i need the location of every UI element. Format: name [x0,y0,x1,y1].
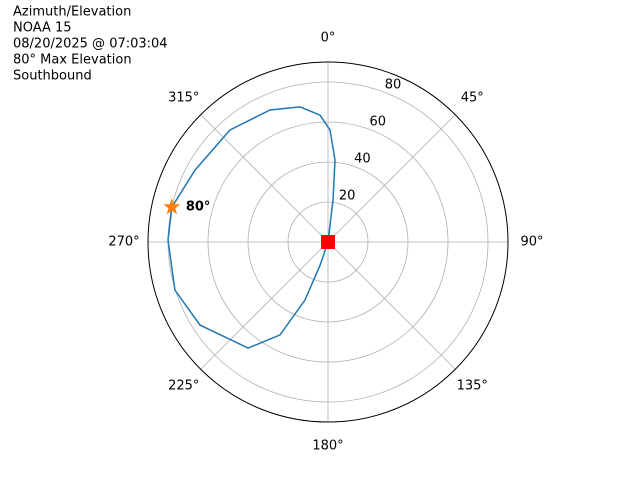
grid-line [200,241,329,370]
grid-line [327,114,456,243]
theta-tick-label: 225° [168,379,199,394]
polar-spine [147,61,509,423]
theta-tick-label: 135° [457,379,488,394]
theta-tick-label: 0° [321,31,336,46]
subtitle: 08/20/2025 @ 07:03:04 [13,37,168,52]
theta-tick-label: 180° [312,439,343,454]
theta-tick-label: 270° [108,235,139,250]
theta-tick-label: 90° [520,235,543,250]
track-line [167,106,336,349]
max-label: 80° [186,200,211,215]
subtitle: NOAA 15 [13,21,72,36]
subtitle: Southbound [13,69,92,84]
subtitle: 80° Max Elevation [13,53,132,68]
r-tick-label: 40 [354,151,371,166]
max-marker [163,198,181,215]
theta-tick-label: 45° [461,90,484,105]
r-tick-label: 60 [369,114,386,129]
theta-tick-label: 315° [168,90,199,105]
end-marker [321,235,335,249]
grid-line [200,114,329,243]
grid-line [327,241,456,370]
chart-title: Azimuth/Elevation [13,5,131,20]
r-tick-label: 20 [339,188,356,203]
r-tick-label: 80 [385,77,402,92]
